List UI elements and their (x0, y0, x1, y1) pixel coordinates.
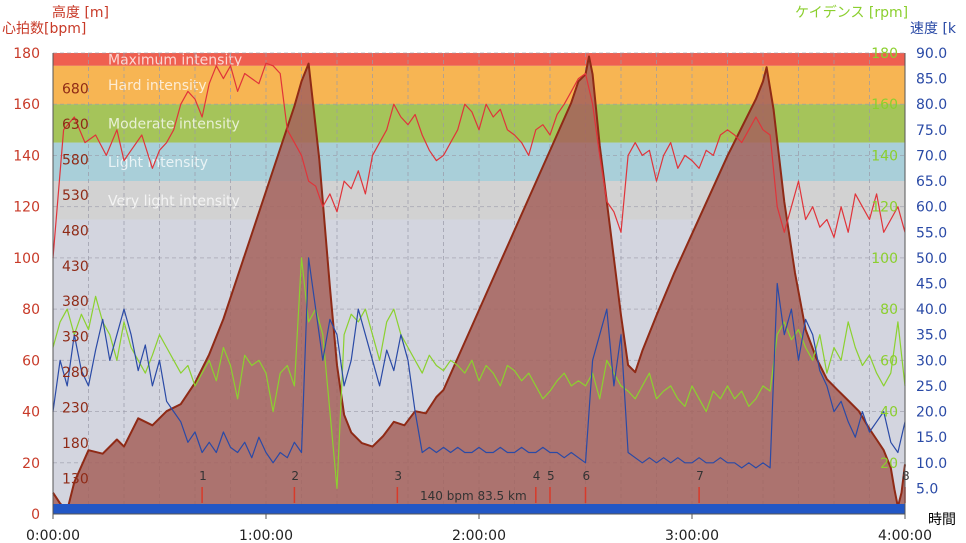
heart-rate-tick: 140 (13, 148, 40, 164)
lap-label: 4 (533, 469, 541, 483)
speed-tick: 65.0 (916, 174, 947, 190)
cadence-tick: 60 (880, 353, 898, 369)
heart-rate-tick: 20 (22, 456, 40, 472)
heart-rate-tick: 100 (13, 251, 40, 267)
altitude-tick: 680 (62, 81, 89, 97)
axes: 0204060801001201401601801301802302803303… (13, 46, 947, 543)
speed-tick: 10.0 (916, 456, 947, 472)
altitude-line (52, 55, 906, 512)
cadence-tick: 40 (880, 405, 898, 421)
lap-label: 2 (291, 469, 299, 483)
heart-rate-tick: 80 (22, 302, 40, 318)
lap-label: 6 (583, 469, 591, 483)
cadence-tick: 120 (871, 200, 898, 216)
altitude-tick: 530 (62, 188, 89, 204)
speed-tick: 30.0 (916, 353, 947, 369)
speed-tick: 5.0 (916, 481, 938, 497)
lap-label: 5 (547, 469, 555, 483)
zone-label-0: Maximum intensity (108, 52, 242, 68)
lap-label: 8 (902, 469, 910, 483)
speed-axis-header: 速度 [k (910, 21, 957, 37)
speed-tick: 45.0 (916, 277, 947, 293)
zone-label-4: Very light intensity (108, 193, 240, 209)
time-tick: 4:00:00 (878, 528, 932, 543)
time-tick: 0:00:00 (26, 528, 80, 543)
speed-tick: 25.0 (916, 379, 947, 395)
altitude-tick: 630 (62, 117, 89, 133)
altitude-tick: 480 (62, 223, 89, 239)
time-tick: 1:00:00 (239, 528, 293, 543)
altitude-tick: 380 (62, 294, 89, 310)
summary-label: 140 bpm 83.5 km (420, 489, 527, 503)
zone-label-2: Moderate intensity (108, 116, 240, 132)
zone-label-3: Light intensity (108, 155, 208, 171)
heart-rate-tick: 160 (13, 97, 40, 113)
speed-tick: 35.0 (916, 328, 947, 344)
altitude-tick: 330 (62, 330, 89, 346)
lap-label: 1 (199, 469, 207, 483)
cadence-tick: 80 (880, 302, 898, 318)
heart-rate-tick: 120 (13, 200, 40, 216)
speed-tick: 70.0 (916, 148, 947, 164)
altitude-area (53, 56, 905, 514)
data-series (52, 55, 906, 514)
altitude-tick: 130 (62, 472, 89, 488)
heart-rate-tick: 60 (22, 353, 40, 369)
cadence-tick: 180 (871, 46, 898, 62)
heart-rate-axis-header: 心拍数[bpm] (2, 21, 86, 37)
speed-line (52, 257, 906, 469)
altitude-tick: 430 (62, 259, 89, 275)
speed-tick: 20.0 (916, 405, 947, 421)
speed-tick: 15.0 (916, 430, 947, 446)
time-tick: 3:00:00 (665, 528, 719, 543)
bottom-bar (53, 504, 905, 514)
speed-tick: 55.0 (916, 225, 947, 241)
cadence-tick: 160 (871, 97, 898, 113)
altitude-tick: 280 (62, 365, 89, 381)
time-axis-header: 時間 (928, 512, 956, 528)
heart-rate-line (52, 62, 906, 258)
cadence-tick: 20 (880, 456, 898, 472)
heart-rate-tick: 40 (22, 405, 40, 421)
altitude-axis-header: 高度 [m] (52, 4, 109, 21)
cadence-tick: 140 (871, 148, 898, 164)
speed-tick: 85.0 (916, 72, 947, 88)
speed-tick: 90.0 (916, 46, 947, 62)
speed-tick: 80.0 (916, 97, 947, 113)
altitude-tick: 230 (62, 401, 89, 417)
altitude-tick: 580 (62, 152, 89, 168)
lap-label: 3 (394, 469, 402, 483)
cadence-axis-header: ケイデンス [rpm] (795, 4, 908, 21)
heart-rate-tick: 180 (13, 46, 40, 62)
altitude-tick: 180 (62, 436, 89, 452)
speed-tick: 60.0 (916, 200, 947, 216)
heart-rate-tick: 0 (31, 507, 40, 523)
lap-label: 7 (696, 469, 704, 483)
zone-label-1: Hard intensity (108, 78, 207, 94)
speed-tick: 75.0 (916, 123, 947, 139)
time-tick: 2:00:00 (452, 528, 506, 543)
speed-tick: 50.0 (916, 251, 947, 267)
speed-tick: 40.0 (916, 302, 947, 318)
cadence-line (52, 257, 906, 489)
cadence-tick: 100 (871, 251, 898, 267)
